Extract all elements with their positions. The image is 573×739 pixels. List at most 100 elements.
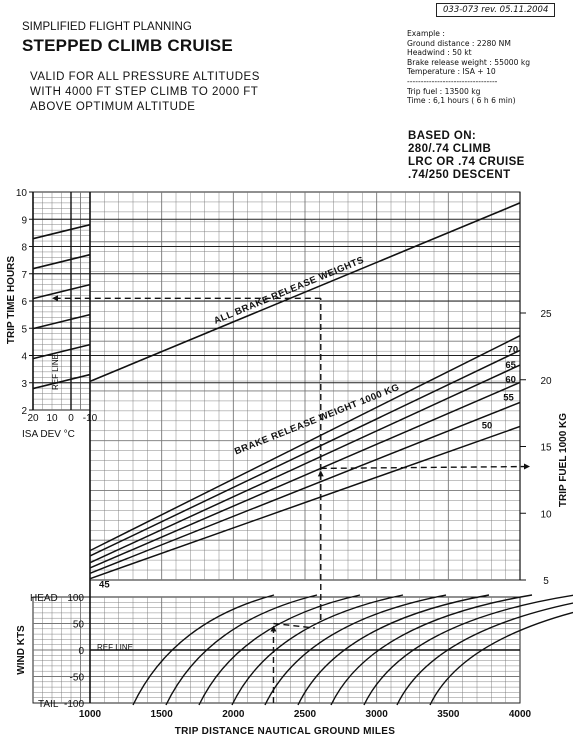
wind-guide-curve — [231, 594, 404, 706]
distance-axis-title: TRIP DISTANCE NAUTICAL GROUND MILES — [175, 726, 396, 737]
isa-tick-label: 10 — [46, 413, 58, 424]
time-panel: 2 3 4 5 6 7 8 9 10 TRIP TIME HOURS REF LINE 20 10 0 -1… — [6, 188, 521, 440]
trip-time-curve-label: ALL BRAKE RELEASE WEIGHTS — [212, 255, 366, 327]
trip-time-line — [89, 202, 521, 383]
fuel-line-60 — [89, 364, 521, 564]
fuel-weight-label-60: 60 — [505, 374, 516, 385]
based-on-descent: .74/250 DESCENT — [408, 169, 511, 181]
example-temperature: Temperature : ISA + 10 — [407, 67, 496, 77]
example-fuel-readout — [320, 465, 529, 470]
isa-guide-line — [32, 223, 91, 240]
isa-guide-line — [32, 313, 91, 330]
time-tick-label: 4 — [21, 352, 27, 363]
wind-guide-curve — [396, 602, 573, 706]
distance-tick-label: 3500 — [437, 709, 460, 720]
wind-tick-label: 0 — [78, 646, 84, 657]
wind-guide-curve — [132, 594, 275, 706]
example-wind: Headwind : 50 kt — [407, 48, 472, 58]
wind-tail-label: TAIL — [38, 699, 59, 710]
validity-note: VALID FOR ALL PRESSURE ALTITUDES WITH 40… — [30, 70, 260, 115]
isa-tick-label: 0 — [68, 413, 74, 424]
distance-tick-label: 2500 — [294, 709, 317, 720]
distance-tick-label: 1500 — [151, 709, 174, 720]
time-tick-label: 9 — [21, 215, 27, 226]
wind-ref-line-label: REF LINE — [97, 643, 133, 652]
example-arrow — [317, 470, 324, 477]
time-axis-title: TRIP TIME HOURS — [6, 256, 17, 344]
example-arrow — [270, 625, 277, 632]
wind-axis-title: WIND KTS — [16, 625, 27, 675]
distance-tick-label: 2000 — [222, 709, 245, 720]
fuel-weight-label-55: 55 — [503, 392, 514, 403]
wind-panel: 100 50 0 -50 -100 HEAD TAIL WIND KTS REF LINE 100… — [16, 593, 573, 737]
wind-guide-curve — [330, 594, 533, 706]
time-tick-label: 3 — [21, 379, 27, 390]
example-separator: --------------------------------- — [407, 76, 498, 86]
based-on-climb: 280/.74 CLIMB — [408, 143, 492, 155]
fuel-line-45 — [89, 425, 521, 580]
example-arrow — [52, 295, 58, 302]
example-box: Example : Ground distance : 2280 NM Head… — [407, 29, 555, 106]
based-on-heading: BASED ON: — [408, 130, 477, 142]
fuel-tick-label: 15 — [540, 443, 552, 454]
wind-guide-curve — [429, 611, 573, 706]
example-trip-fuel: Trip fuel : 13500 kg — [407, 86, 481, 96]
validity-line-3: ABOVE OPTIMUM ALTITUDE — [30, 101, 196, 113]
example-weight: Brake release weight : 55000 kg — [407, 57, 531, 67]
wind-tick-label: -50 — [70, 673, 85, 684]
isa-axis-title: ISA DEV °C — [22, 429, 75, 440]
time-tick-label: 7 — [21, 270, 27, 281]
wind-tick-label: -100 — [64, 699, 84, 710]
based-on-cruise: LRC OR .74 CRUISE — [408, 156, 525, 168]
isa-guide-line — [32, 253, 91, 270]
example-trip-time: Time : 6,1 hours ( 6 h 6 min) — [407, 96, 516, 106]
wind-head-label: HEAD — [30, 593, 58, 604]
isa-guide-line — [32, 373, 91, 390]
distance-tick-label: 1000 — [79, 709, 102, 720]
isa-tick-label: -10 — [83, 413, 98, 424]
fuel-weight-label-50: 50 — [482, 421, 493, 432]
wind-guide-curve — [198, 594, 361, 706]
time-tick-label: 10 — [16, 188, 28, 199]
fuel-line-65 — [89, 349, 521, 557]
example-wind-correction — [273, 622, 315, 629]
wind-guide-curve — [264, 594, 447, 706]
time-tick-label: 6 — [21, 297, 27, 308]
fuel-tick-label: 10 — [540, 509, 552, 520]
wind-guide-curve — [297, 594, 490, 706]
validity-line-1: VALID FOR ALL PRESSURE ALTITUDES — [30, 71, 260, 83]
chart-grid — [32, 191, 521, 704]
fuel-tick-label: 25 — [540, 309, 552, 320]
fuel-line-55 — [89, 381, 521, 569]
revision-stamp: 033-073 rev. 05.11.2004 — [436, 3, 556, 17]
isa-guide-line — [32, 283, 91, 300]
chart-title: STEPPED CLIMB CRUISE — [22, 36, 233, 55]
time-tick-label: 2 — [21, 406, 27, 417]
example-solution-path — [52, 295, 530, 703]
fuel-weight-label-65: 65 — [505, 360, 516, 371]
example-heading: Example : — [407, 29, 445, 38]
time-tick-label: 8 — [21, 243, 27, 254]
wind-guide-curve — [363, 594, 573, 706]
validity-line-2: WITH 4000 FT STEP CLIMB TO 2000 FT — [30, 86, 259, 98]
chart-supertitle: SIMPLIFIED FLIGHT PLANNING — [22, 21, 192, 33]
example-arrow — [524, 463, 530, 470]
wind-guide-curve — [165, 594, 318, 706]
distance-tick-label: 4000 — [509, 709, 532, 720]
fuel-weight-label-45: 45 — [99, 580, 110, 591]
isa-guide-line — [32, 343, 91, 360]
wind-tick-label: 100 — [67, 593, 84, 604]
fuel-line-70 — [89, 335, 521, 552]
fuel-line-50 — [89, 401, 521, 575]
distance-tick-label: 3000 — [366, 709, 389, 720]
wind-tick-label: 50 — [73, 620, 85, 631]
fuel-weight-label-70: 70 — [508, 344, 519, 355]
isa-ref-line-label: REF LINE — [51, 354, 60, 390]
isa-tick-label: 20 — [27, 413, 39, 424]
based-on-note: BASED ON: 280/.74 CLIMB LRC OR .74 CRUIS… — [408, 130, 525, 182]
fuel-tick-label: 5 — [543, 576, 549, 587]
time-tick-label: 5 — [21, 324, 27, 335]
example-distance: Ground distance : 2280 NM — [407, 38, 511, 48]
fuel-axis-title: TRIP FUEL 1000 KG — [558, 413, 569, 507]
